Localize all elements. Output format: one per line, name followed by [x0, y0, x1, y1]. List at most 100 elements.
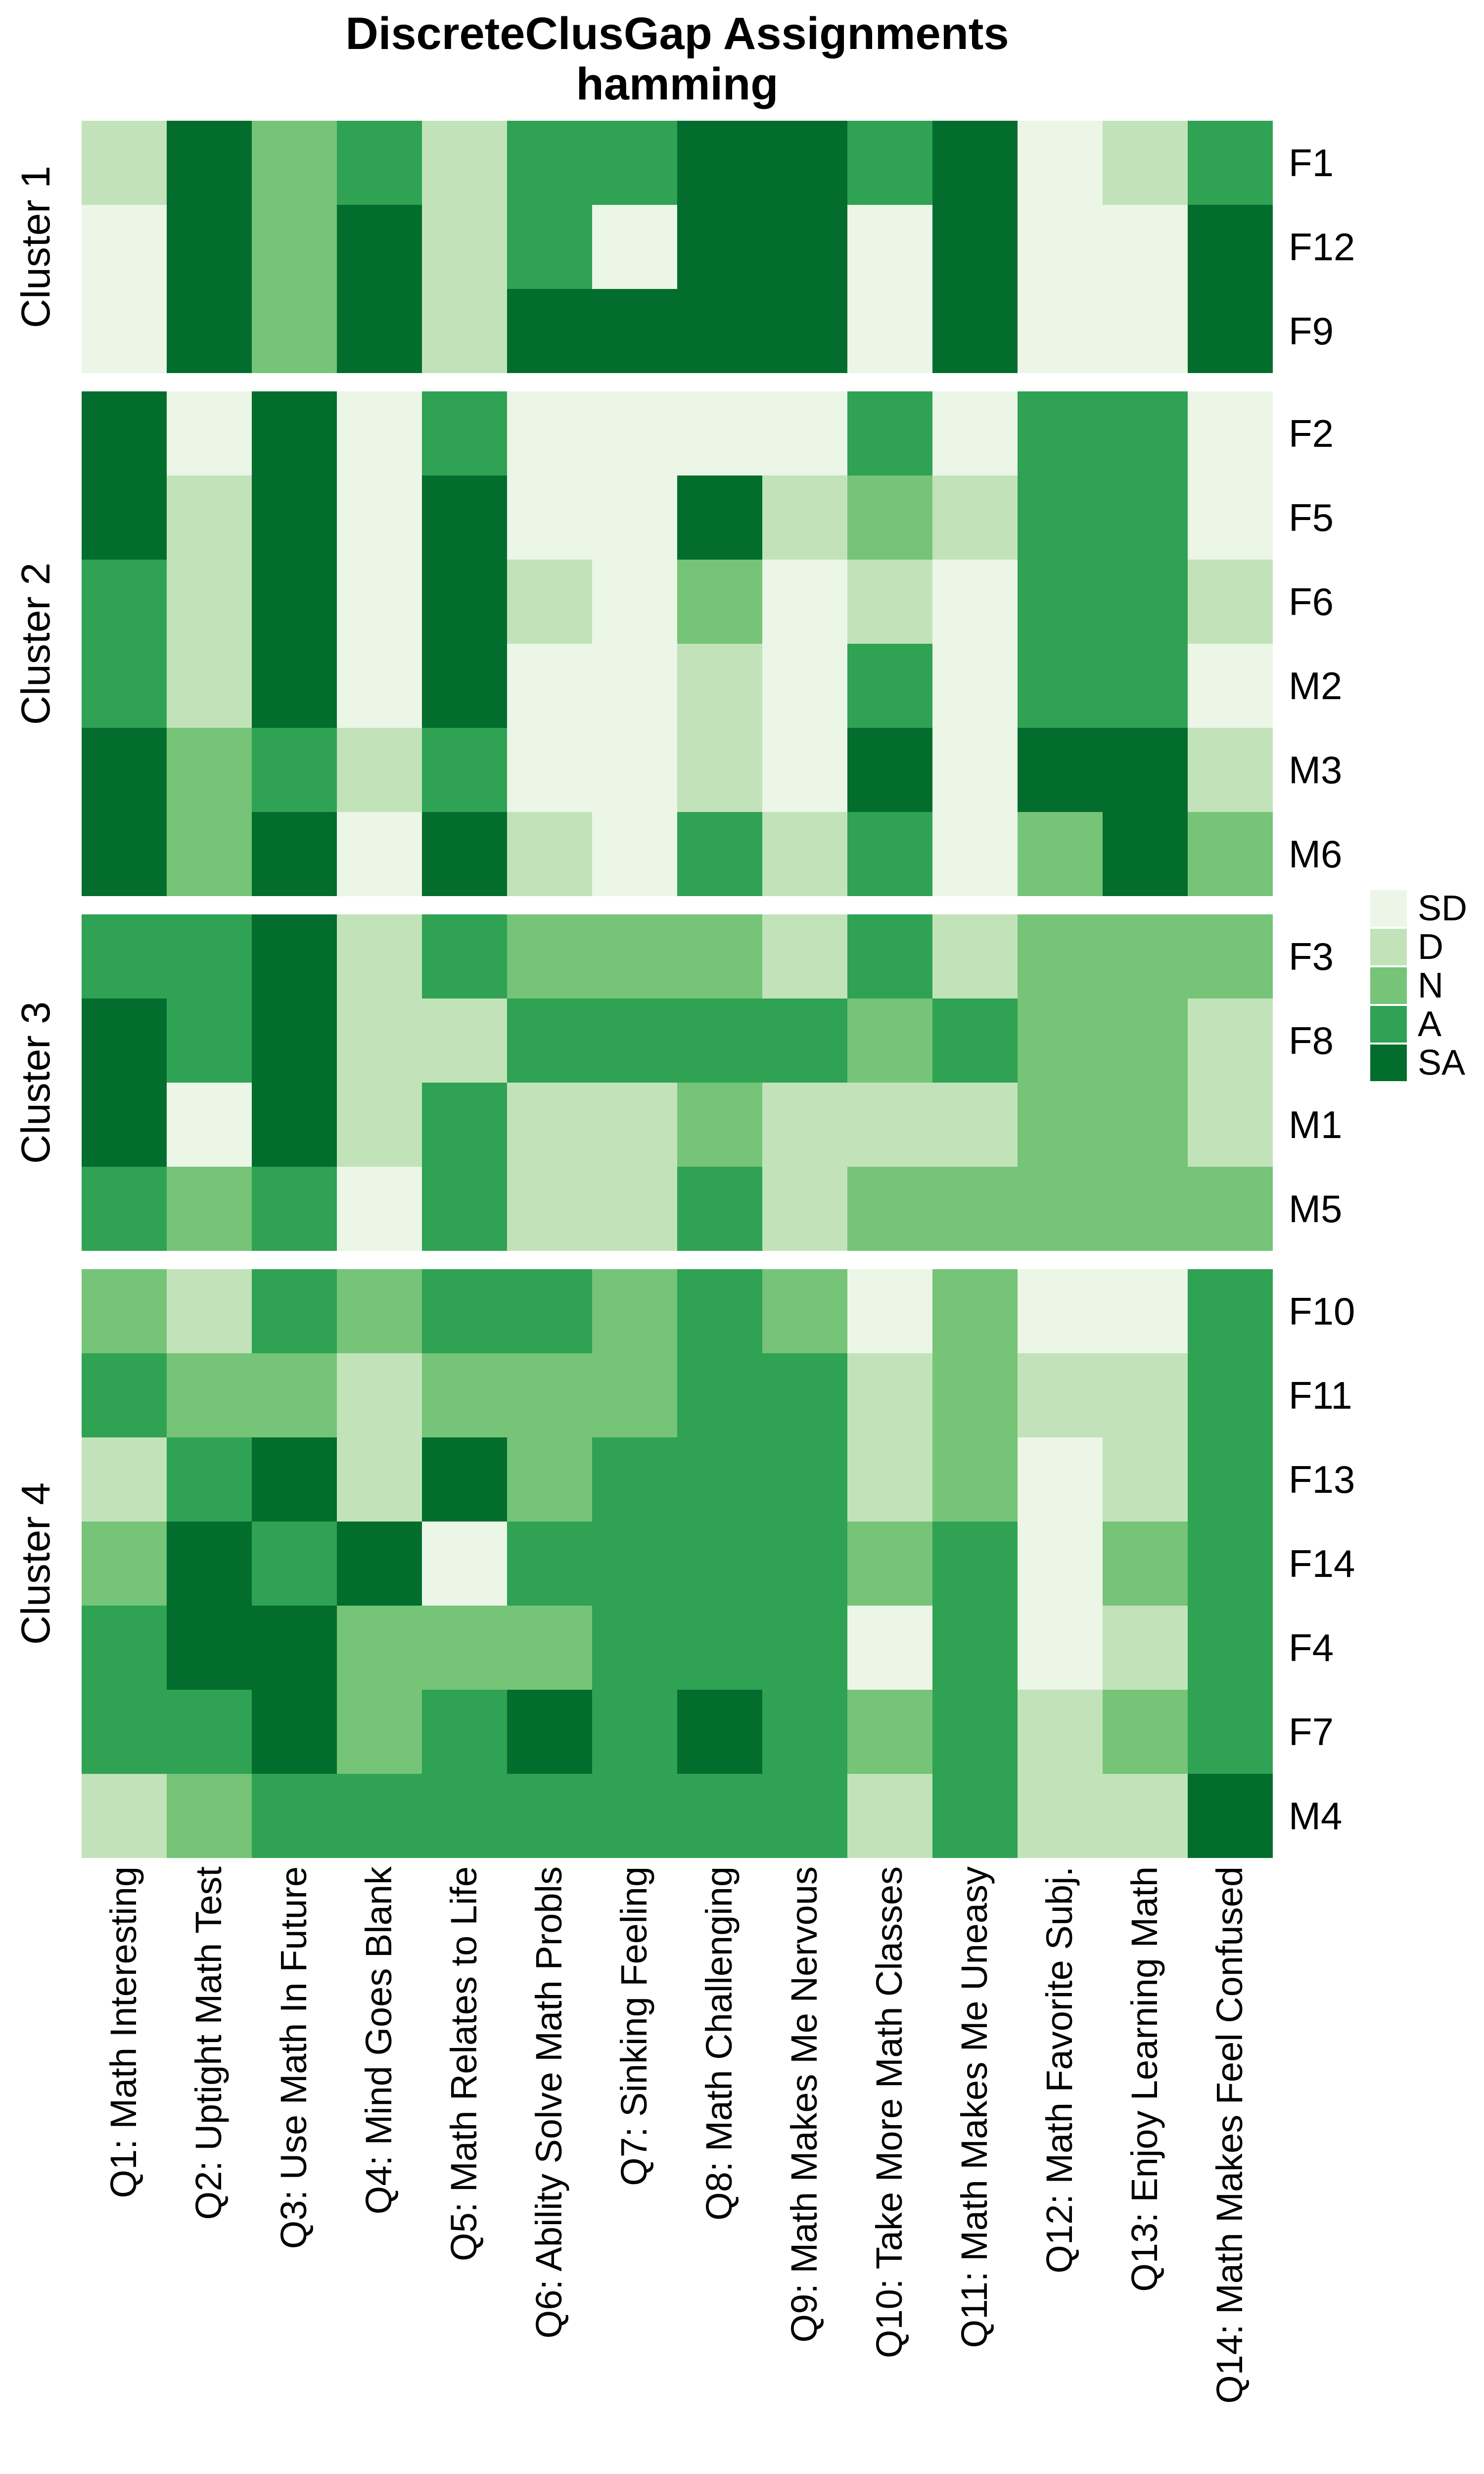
heatmap-cell	[1188, 1774, 1273, 1858]
heatmap-cell	[422, 121, 507, 205]
heatmap-cell	[507, 914, 592, 999]
heatmap-cell	[82, 391, 167, 476]
heatmap-cell	[82, 1606, 167, 1690]
heatmap-cell	[592, 1167, 677, 1251]
heatmap-cell	[422, 1606, 507, 1690]
cluster-label-wrap: Cluster 4	[9, 1269, 63, 1858]
row-label: F5	[1289, 495, 1334, 539]
heatmap-cell	[592, 205, 677, 289]
heatmap-cell	[422, 1522, 507, 1606]
heatmap-cell	[932, 289, 1018, 373]
heatmap-cell	[847, 391, 932, 476]
heatmap-cell	[252, 999, 337, 1083]
heatmap-cell	[932, 1690, 1018, 1774]
chart-title: DiscreteClusGap Assignments	[345, 8, 1009, 59]
heatmap-cell	[592, 1522, 677, 1606]
heatmap-cell	[762, 289, 847, 373]
heatmap-cell	[82, 1774, 167, 1858]
heatmap-cell	[1018, 476, 1103, 560]
heatmap-cell	[847, 1353, 932, 1437]
heatmap-cell	[507, 1690, 592, 1774]
heatmap-cell	[932, 728, 1018, 812]
heatmap-cell	[422, 1083, 507, 1167]
cluster-block	[82, 914, 1273, 1251]
heatmap-cell	[932, 1353, 1018, 1437]
heatmap-cell	[592, 1269, 677, 1353]
heatmap-cell	[82, 812, 167, 896]
heatmap-cell	[1188, 812, 1273, 896]
heatmap-cell	[847, 812, 932, 896]
heatmap-cell	[1103, 391, 1188, 476]
heatmap-cell	[167, 121, 252, 205]
heatmap-cell	[1103, 1437, 1188, 1522]
x-axis-label: Q5: Math Relates to Life	[443, 1866, 484, 2261]
cluster-block	[82, 391, 1273, 896]
heatmap-cell	[337, 1522, 422, 1606]
heatmap-cell	[507, 476, 592, 560]
heatmap-cell	[1103, 914, 1188, 999]
heatmap-cell	[762, 812, 847, 896]
heatmap-cell	[932, 812, 1018, 896]
heatmap-cell	[507, 644, 592, 728]
heatmap-cell	[337, 476, 422, 560]
heatmap-cell	[762, 1353, 847, 1437]
heatmap-cell	[592, 121, 677, 205]
heatmap-cell	[932, 1083, 1018, 1167]
cluster-label-wrap: Cluster 1	[9, 121, 63, 373]
heatmap-cell	[422, 1774, 507, 1858]
heatmap-cell	[252, 1353, 337, 1437]
heatmap-cell	[592, 1083, 677, 1167]
heatmap-cell	[932, 121, 1018, 205]
heatmap-cell	[167, 476, 252, 560]
heatmap-cell	[1018, 1522, 1103, 1606]
heatmap-cell	[167, 1167, 252, 1251]
heatmap-cell	[932, 1269, 1018, 1353]
heatmap-cell	[167, 391, 252, 476]
heatmap-cell	[1103, 1353, 1188, 1437]
heatmap-cell	[762, 1522, 847, 1606]
heatmap-cell	[1188, 121, 1273, 205]
heatmap-cell	[82, 1353, 167, 1437]
heatmap-cell	[1103, 728, 1188, 812]
heatmap-cell	[422, 1269, 507, 1353]
heatmap-cell	[1188, 999, 1273, 1083]
heatmap-cell	[1018, 1690, 1103, 1774]
heatmap-cell	[1188, 1690, 1273, 1774]
heatmap-cell	[847, 1437, 932, 1522]
row-label: M1	[1289, 1102, 1343, 1146]
heatmap-cell	[677, 476, 762, 560]
heatmap-cell	[847, 121, 932, 205]
heatmap-cell	[762, 1083, 847, 1167]
x-axis-label: Q10: Take More Math Classes	[869, 1866, 910, 2358]
heatmap-cell	[932, 560, 1018, 644]
heatmap-cell	[762, 205, 847, 289]
heatmap-cell	[507, 1167, 592, 1251]
heatmap-cell	[1188, 1167, 1273, 1251]
heatmap-cell	[252, 121, 337, 205]
heatmap-cell	[1103, 1606, 1188, 1690]
heatmap-cell	[932, 1774, 1018, 1858]
heatmap-cell	[932, 1167, 1018, 1251]
heatmap-cell	[847, 1774, 932, 1858]
heatmap-cell	[677, 1167, 762, 1251]
heatmap-cell	[422, 289, 507, 373]
heatmap-cell	[252, 391, 337, 476]
heatmap-cell	[507, 999, 592, 1083]
heatmap-cell	[507, 1083, 592, 1167]
heatmap-cell	[1103, 1690, 1188, 1774]
heatmap-cell	[1018, 812, 1103, 896]
heatmap-cell	[762, 476, 847, 560]
heatmap-cell	[422, 728, 507, 812]
heatmap-cell	[1188, 476, 1273, 560]
heatmap-cell	[422, 1167, 507, 1251]
heatmap-cell	[1018, 289, 1103, 373]
heatmap-cell	[677, 728, 762, 812]
legend-swatch	[1370, 890, 1407, 927]
heatmap-cell	[337, 1690, 422, 1774]
heatmap-cell	[1018, 391, 1103, 476]
heatmap-cell	[847, 644, 932, 728]
heatmap-cell	[1018, 1083, 1103, 1167]
heatmap-cell	[82, 1437, 167, 1522]
heatmap-cell	[1103, 476, 1188, 560]
